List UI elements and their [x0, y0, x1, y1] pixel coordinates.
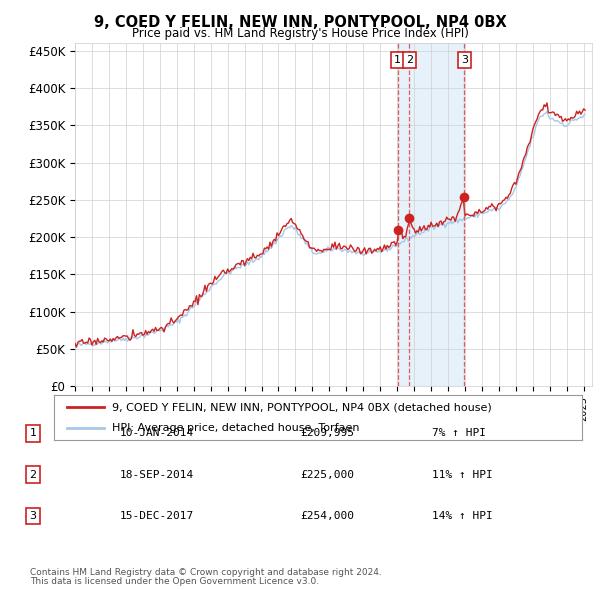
Text: 2: 2 — [29, 470, 37, 480]
Text: 18-SEP-2014: 18-SEP-2014 — [120, 470, 194, 480]
Text: £254,000: £254,000 — [300, 511, 354, 521]
Text: 10-JAN-2014: 10-JAN-2014 — [120, 428, 194, 438]
Text: 3: 3 — [29, 511, 37, 521]
Text: 9, COED Y FELIN, NEW INN, PONTYPOOL, NP4 0BX (detached house): 9, COED Y FELIN, NEW INN, PONTYPOOL, NP4… — [112, 402, 492, 412]
Text: This data is licensed under the Open Government Licence v3.0.: This data is licensed under the Open Gov… — [30, 577, 319, 586]
Text: 2: 2 — [406, 55, 413, 65]
Text: 3: 3 — [461, 55, 468, 65]
Text: 15-DEC-2017: 15-DEC-2017 — [120, 511, 194, 521]
Text: Price paid vs. HM Land Registry's House Price Index (HPI): Price paid vs. HM Land Registry's House … — [131, 27, 469, 40]
Text: £209,995: £209,995 — [300, 428, 354, 438]
Text: 14% ↑ HPI: 14% ↑ HPI — [432, 511, 493, 521]
Text: 7% ↑ HPI: 7% ↑ HPI — [432, 428, 486, 438]
Text: Contains HM Land Registry data © Crown copyright and database right 2024.: Contains HM Land Registry data © Crown c… — [30, 568, 382, 576]
Text: HPI: Average price, detached house, Torfaen: HPI: Average price, detached house, Torf… — [112, 422, 359, 432]
Text: 1: 1 — [29, 428, 37, 438]
Bar — [398, 43, 464, 386]
Text: 9, COED Y FELIN, NEW INN, PONTYPOOL, NP4 0BX: 9, COED Y FELIN, NEW INN, PONTYPOOL, NP4… — [94, 15, 506, 30]
Text: 11% ↑ HPI: 11% ↑ HPI — [432, 470, 493, 480]
Text: £225,000: £225,000 — [300, 470, 354, 480]
Text: 1: 1 — [394, 55, 401, 65]
